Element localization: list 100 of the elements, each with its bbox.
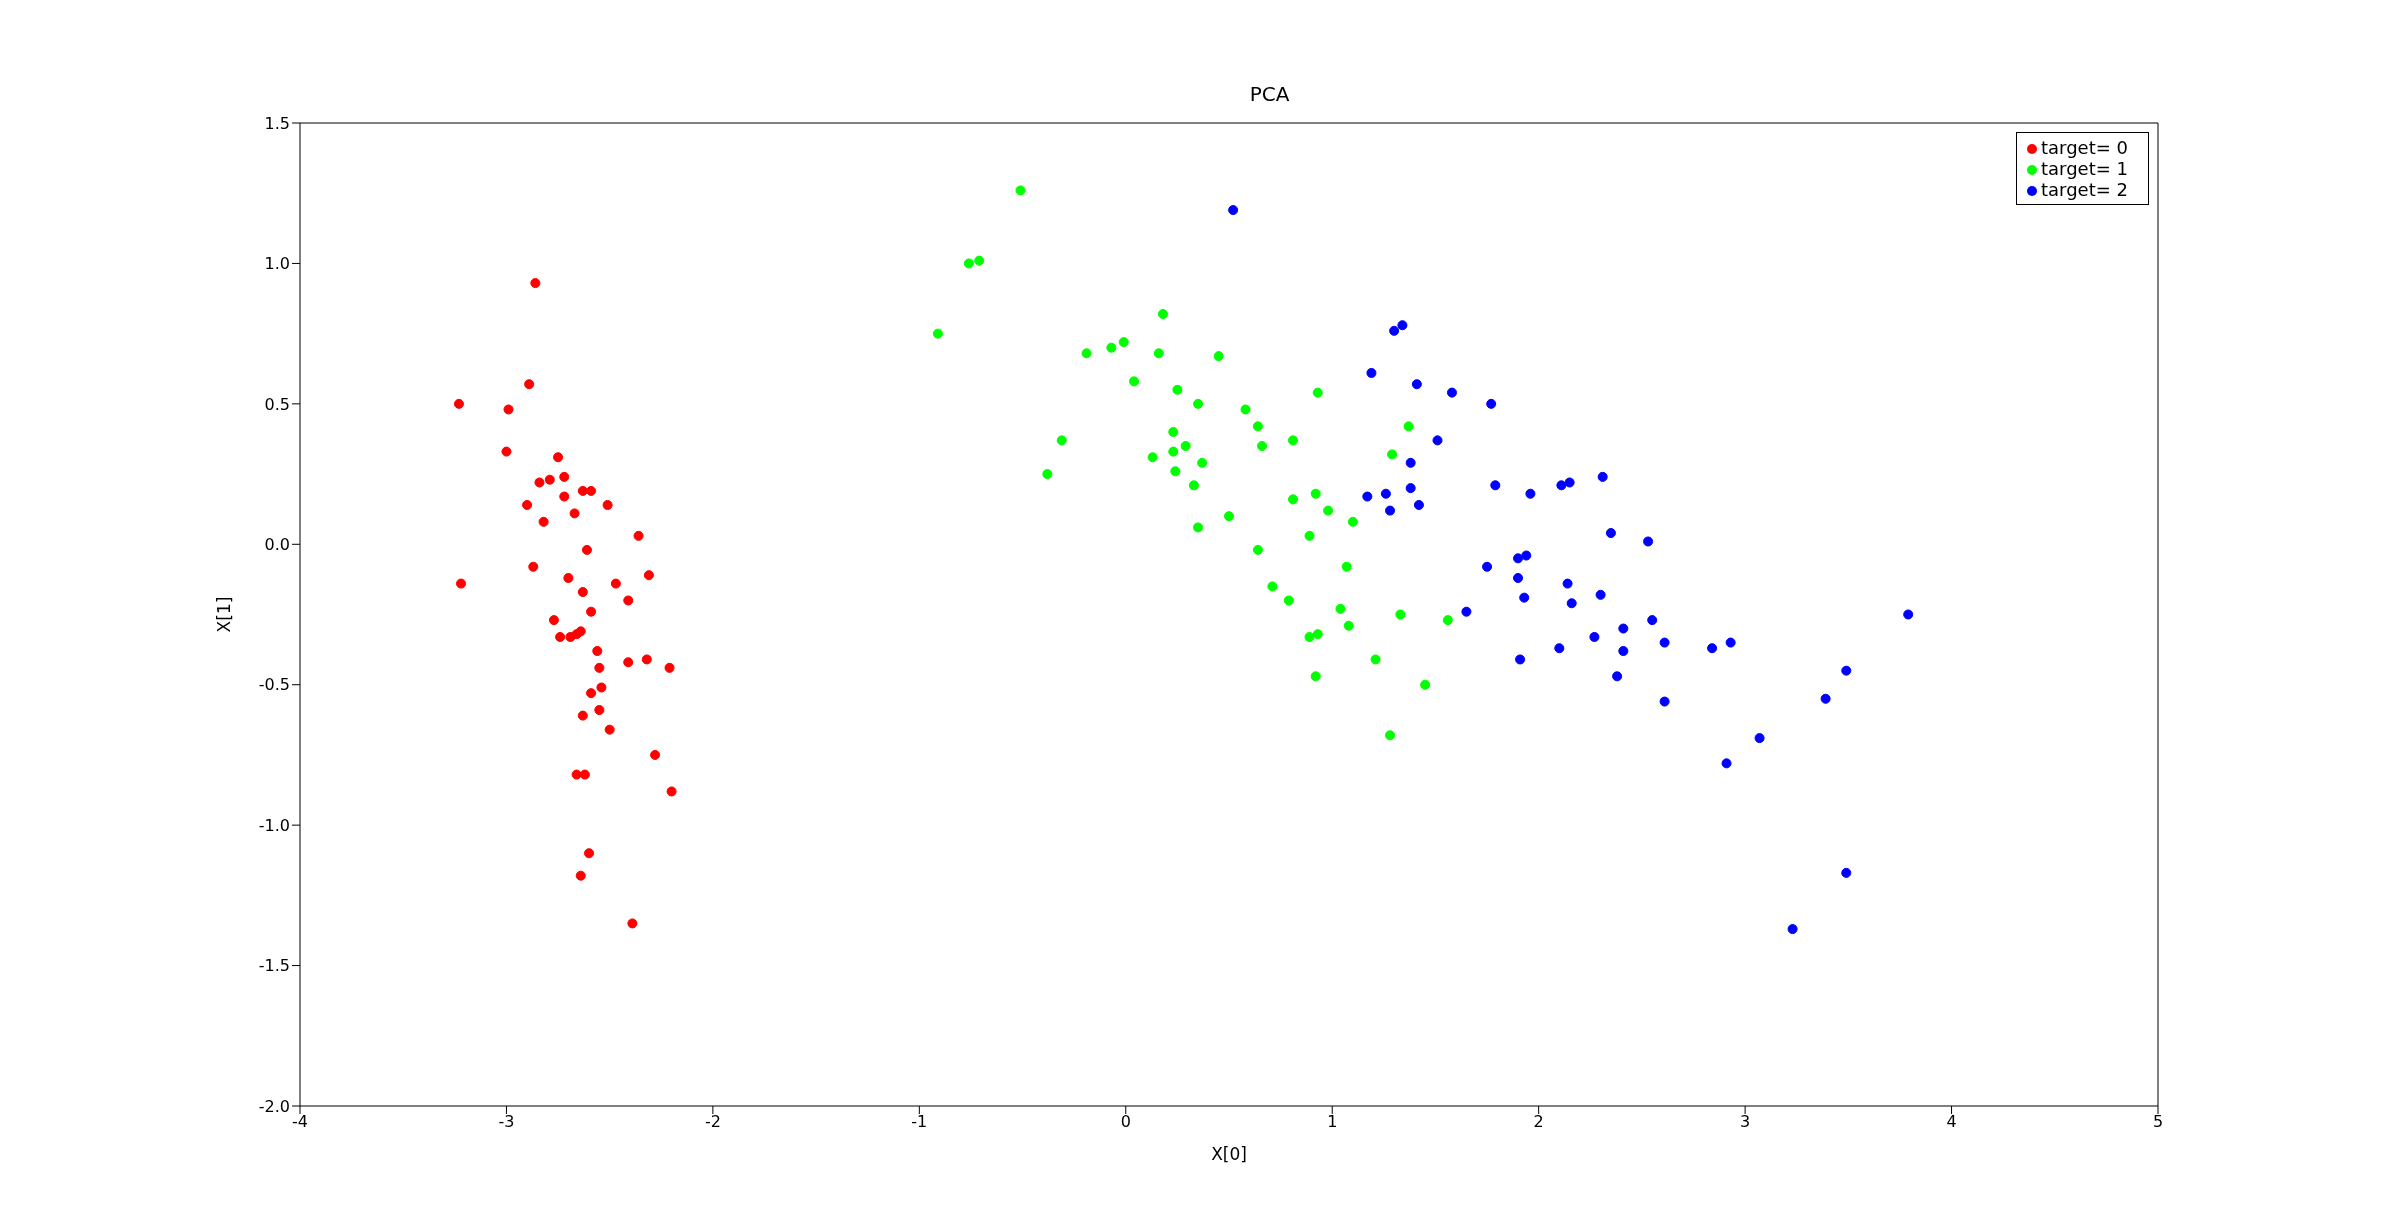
- point: [1903, 609, 1914, 620]
- point: [1787, 924, 1798, 935]
- point: [544, 474, 555, 485]
- point: [643, 570, 654, 581]
- point: [1168, 446, 1179, 457]
- point: [666, 786, 677, 797]
- point: [1387, 449, 1398, 460]
- point: [1432, 435, 1443, 446]
- point: [1721, 758, 1732, 769]
- point: [1486, 398, 1497, 409]
- point: [1213, 351, 1224, 362]
- point: [1659, 696, 1670, 707]
- point: [1310, 488, 1321, 499]
- point: [1405, 483, 1416, 494]
- point: [1403, 421, 1414, 432]
- point: [1362, 491, 1373, 502]
- y-tick-label: -2.0: [258, 1096, 290, 1116]
- point: [1153, 348, 1164, 359]
- point: [1380, 488, 1391, 499]
- point: [559, 471, 570, 482]
- point: [596, 682, 607, 693]
- point: [1521, 550, 1532, 561]
- point: [1618, 623, 1629, 634]
- point: [627, 918, 638, 929]
- point: [1413, 499, 1424, 510]
- point: [581, 544, 592, 555]
- point: [575, 870, 586, 881]
- x-tick-label: 3: [1740, 1112, 1751, 1132]
- point: [1411, 379, 1422, 390]
- point: [534, 477, 545, 488]
- point: [1841, 867, 1852, 878]
- point: [1564, 477, 1575, 488]
- point: [528, 561, 539, 572]
- point: [1312, 629, 1323, 640]
- x-tick-label: 0: [1120, 1112, 1131, 1132]
- point: [1172, 384, 1183, 395]
- y-tick-label: -1.5: [258, 956, 290, 976]
- point: [1385, 505, 1396, 516]
- x-tick-label: 2: [1533, 1112, 1544, 1132]
- point: [1106, 342, 1117, 353]
- x-tick-label: 4: [1946, 1112, 1957, 1132]
- point: [571, 769, 582, 780]
- point: [594, 662, 605, 673]
- x-tick-label: 5: [2152, 1112, 2164, 1132]
- point: [1519, 592, 1530, 603]
- point: [1312, 387, 1323, 398]
- y-tick-label: 1.0: [264, 254, 290, 274]
- point: [1554, 643, 1565, 654]
- point: [553, 452, 564, 463]
- point: [1442, 615, 1453, 626]
- point: [1618, 646, 1629, 657]
- point: [1042, 469, 1053, 480]
- point: [1525, 488, 1536, 499]
- point: [602, 499, 613, 510]
- point: [563, 572, 574, 583]
- point: [1385, 730, 1396, 741]
- point: [1180, 440, 1191, 451]
- point: [1589, 631, 1600, 642]
- point: [1310, 671, 1321, 682]
- point: [1323, 505, 1334, 516]
- point: [1283, 595, 1294, 606]
- point: [604, 724, 615, 735]
- point: [623, 595, 634, 606]
- point: [1707, 643, 1718, 654]
- point: [592, 646, 603, 657]
- point: [1252, 421, 1263, 432]
- point: [1659, 637, 1670, 648]
- point: [1252, 544, 1263, 555]
- point: [623, 657, 634, 668]
- point: [1341, 561, 1352, 572]
- x-tick-label: 1: [1327, 1112, 1338, 1132]
- point: [1343, 620, 1354, 631]
- point: [1366, 367, 1377, 378]
- point: [1389, 325, 1400, 336]
- y-axis-title: X[1]: [214, 596, 235, 633]
- point: [1643, 536, 1654, 547]
- point: [1257, 440, 1268, 451]
- point: [1056, 435, 1067, 446]
- point: [1605, 528, 1616, 539]
- point: [501, 446, 512, 457]
- y-tick-label: 1.5: [264, 113, 290, 133]
- y-tick-label: 0.5: [264, 394, 290, 414]
- point: [1725, 637, 1736, 648]
- point: [1405, 457, 1416, 468]
- point: [1566, 598, 1577, 609]
- legend-label: target= 1: [2041, 158, 2128, 179]
- point: [1287, 435, 1299, 446]
- legend-label: target= 0: [2041, 137, 2128, 158]
- point: [522, 499, 533, 510]
- point: [1304, 530, 1315, 541]
- point: [1015, 185, 1026, 196]
- legend-label: target= 2: [2041, 179, 2128, 200]
- point: [1347, 516, 1358, 527]
- point: [974, 255, 985, 266]
- point: [1304, 631, 1315, 642]
- point: [575, 626, 586, 637]
- point: [1515, 654, 1526, 665]
- point: [530, 278, 541, 289]
- point: [1228, 205, 1239, 216]
- point: [1397, 320, 1408, 331]
